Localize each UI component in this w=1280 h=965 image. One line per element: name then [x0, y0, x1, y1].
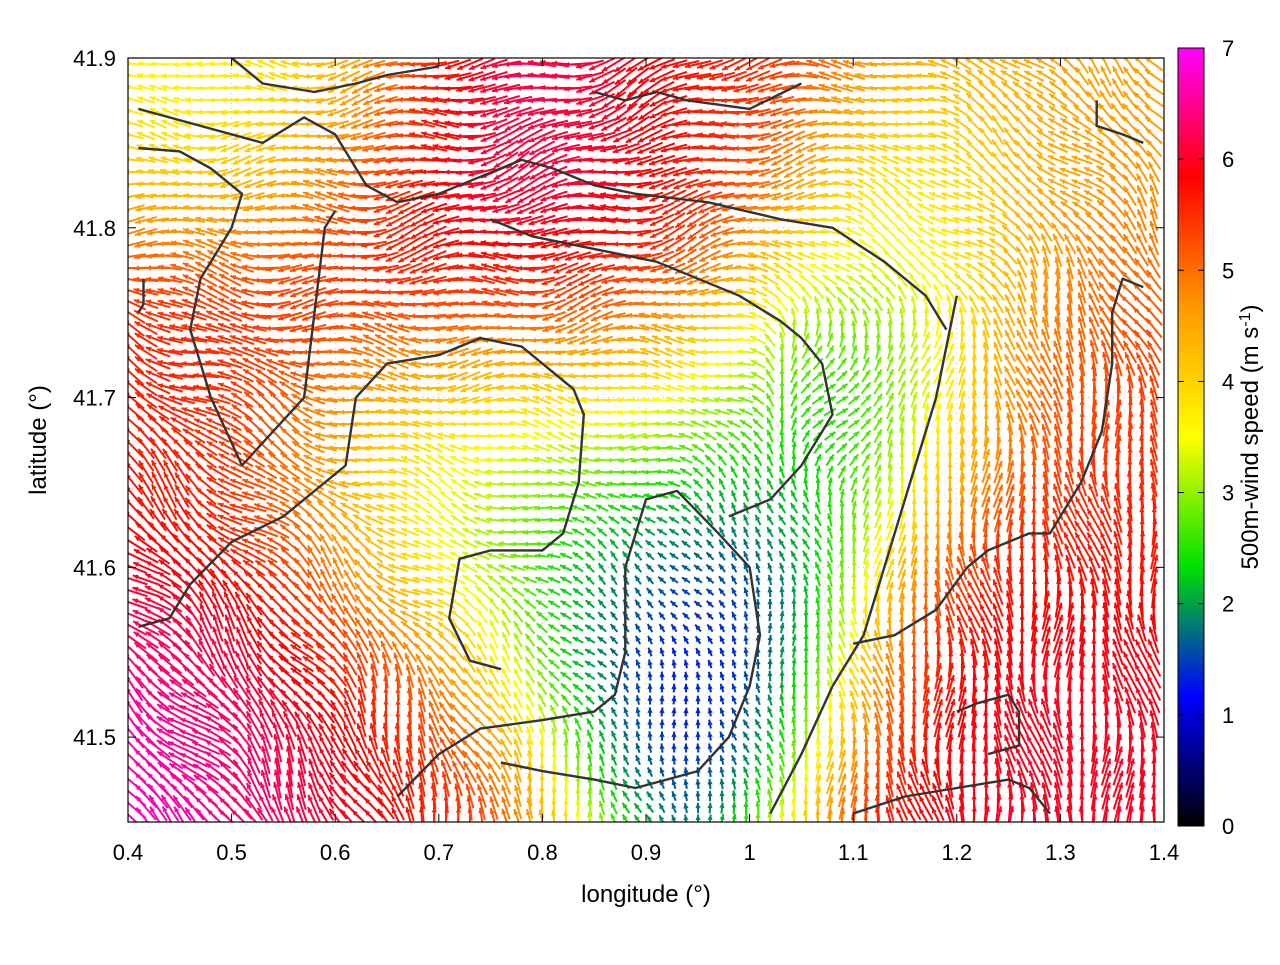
chart-svg: 0.40.50.60.70.80.911.11.21.31.4 41.541.6…	[0, 0, 1280, 960]
wind-vector-chart: 0.40.50.60.70.80.911.11.21.31.4 41.541.6…	[0, 0, 1280, 960]
